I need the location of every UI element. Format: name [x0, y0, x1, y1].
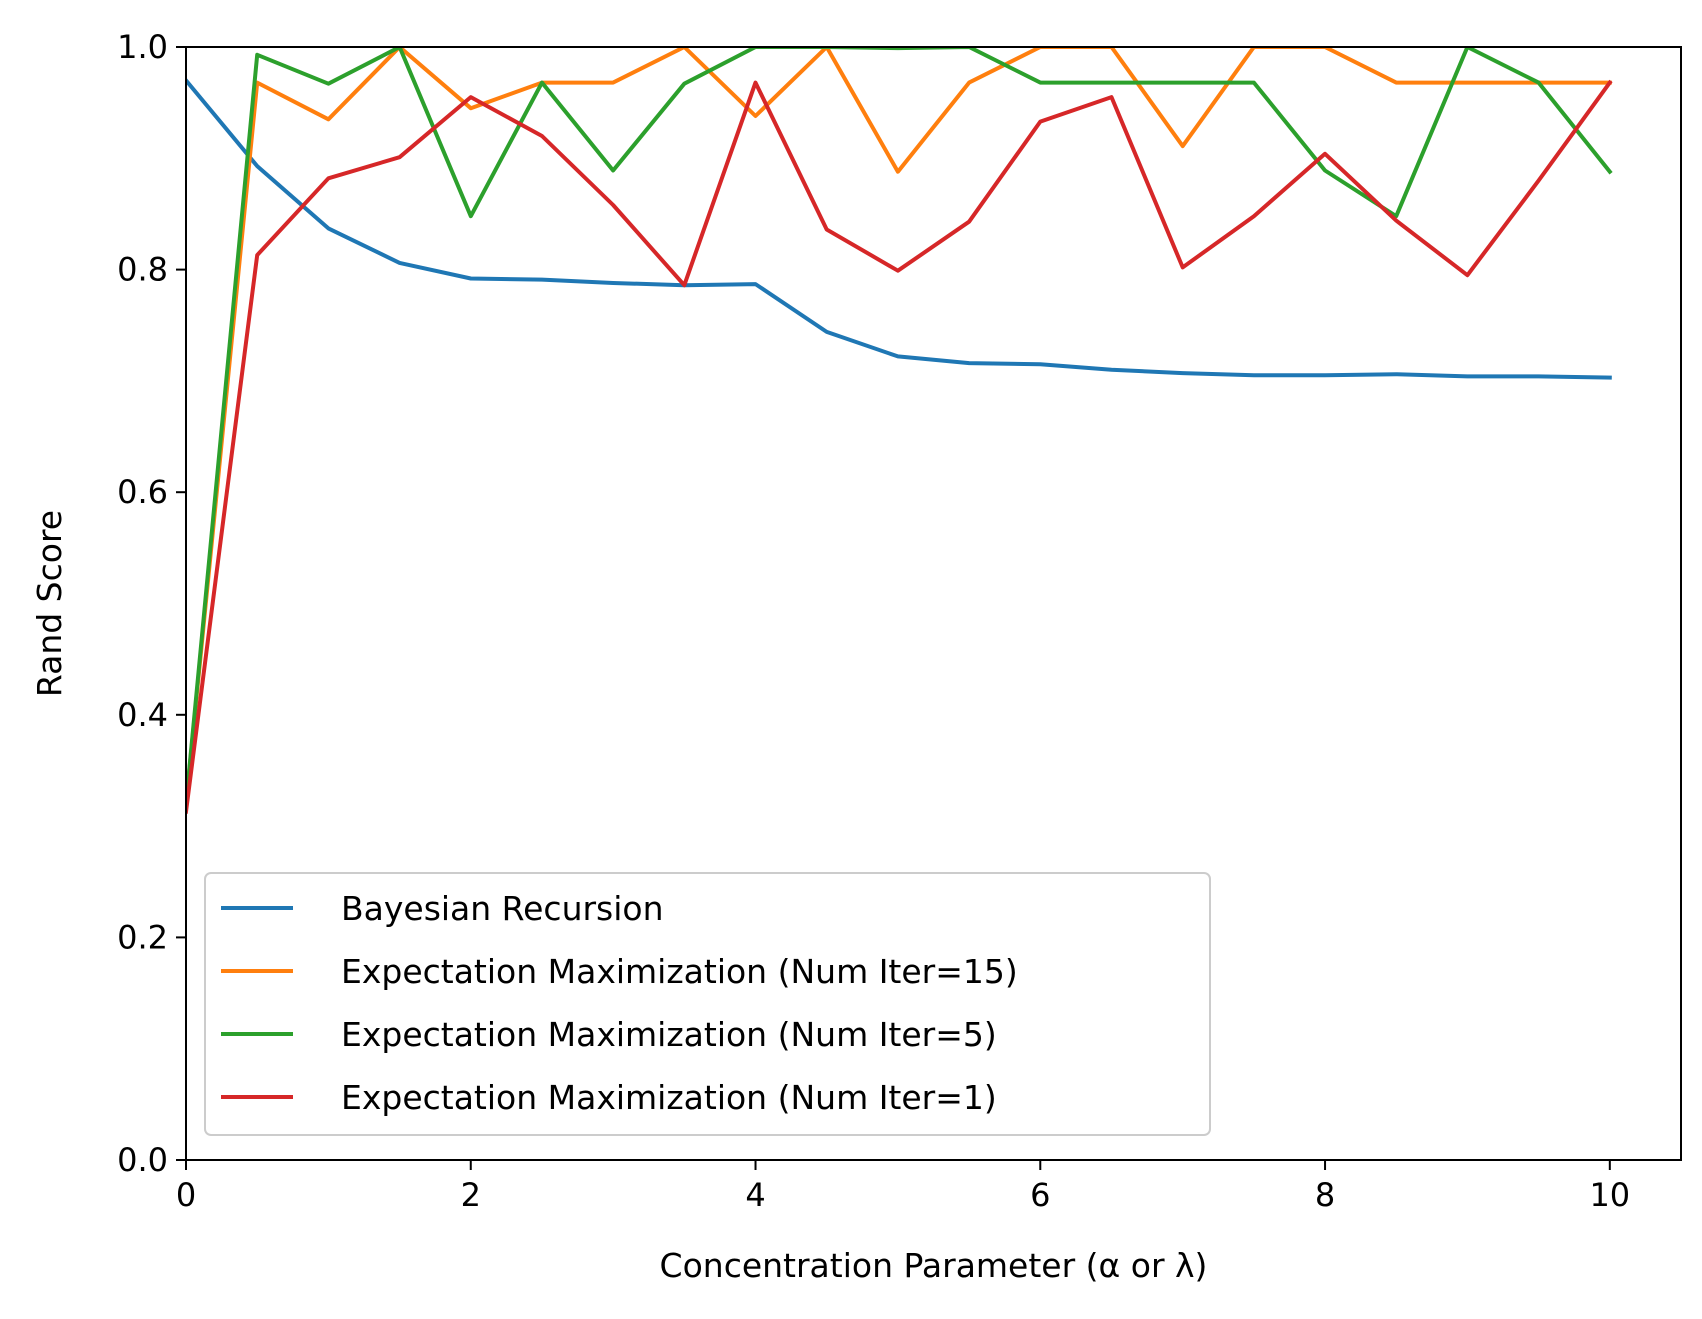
legend: Bayesian Recursion Expectation Maximizati… — [204, 872, 1211, 1136]
x-tick-label: 0 — [176, 1176, 196, 1214]
y-tick-label: 0.8 — [117, 251, 168, 289]
y-tick-label: 0.2 — [117, 918, 168, 956]
series-line-2 — [186, 47, 1612, 806]
axis-ticks: 0 2 4 6 8 10 0.0 0.2 0.4 0.6 0.8 1.0 — [117, 28, 1630, 1214]
x-tick-label: 10 — [1589, 1176, 1630, 1214]
series-line-3 — [186, 47, 1613, 806]
legend-box — [204, 872, 1211, 1136]
y-tick-label: 0.6 — [117, 473, 168, 511]
legend-label: Expectation Maximization (Num Iter=15) — [341, 952, 1018, 991]
y-tick-label: 0.4 — [117, 696, 168, 734]
y-tick-label: 0.0 — [117, 1141, 168, 1179]
x-tick-label: 4 — [745, 1176, 765, 1214]
y-axis-label: Rand Score — [30, 510, 69, 697]
x-tick-label: 8 — [1315, 1176, 1335, 1214]
series-line-4 — [186, 79, 1613, 814]
x-axis-label: Concentration Parameter (α or λ) — [660, 1246, 1208, 1285]
x-tick-label: 2 — [461, 1176, 481, 1214]
series-lines — [186, 47, 1613, 814]
series-line-1 — [186, 77, 1612, 380]
x-tick-label: 6 — [1030, 1176, 1050, 1214]
legend-label: Expectation Maximization (Num Iter=5) — [341, 1015, 997, 1054]
plot-frame — [185, 46, 1682, 1161]
legend-label: Expectation Maximization (Num Iter=1) — [341, 1078, 997, 1117]
plot-area — [185, 46, 1682, 1161]
y-tick-label: 1.0 — [117, 28, 168, 66]
legend-label: Bayesian Recursion — [341, 889, 664, 928]
